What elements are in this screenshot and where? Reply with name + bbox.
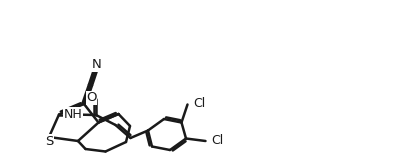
- Text: Cl: Cl: [211, 134, 223, 146]
- Text: NH: NH: [63, 108, 82, 121]
- Text: Cl: Cl: [193, 97, 205, 110]
- Text: O: O: [86, 92, 97, 104]
- Text: S: S: [45, 135, 53, 148]
- Text: N: N: [92, 58, 101, 71]
